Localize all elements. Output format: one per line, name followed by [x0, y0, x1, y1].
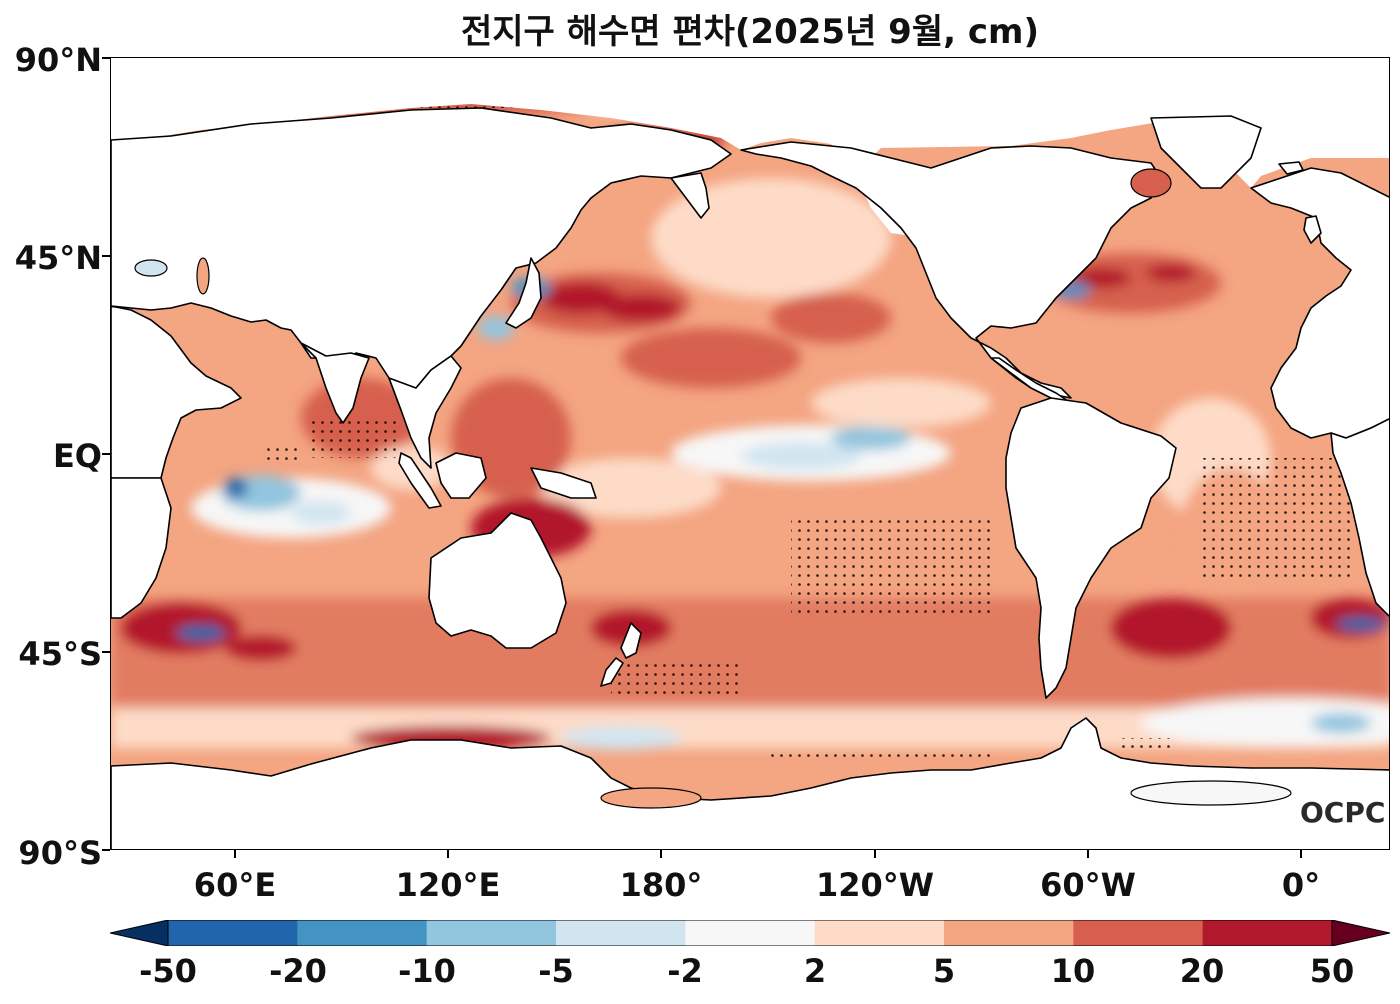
colorbar-label-neg10: -10 — [398, 952, 456, 990]
colorbar-bins — [167, 920, 1333, 946]
x-tick — [660, 850, 662, 858]
colorbar-bin — [168, 920, 298, 946]
colorbar-label-50: 50 — [1309, 952, 1355, 990]
colorbar-extend-low — [110, 920, 169, 946]
ocpc-watermark: OCPC — [1300, 796, 1386, 829]
x-label-120e: 120°E — [395, 866, 501, 904]
colorbar-bin — [297, 920, 428, 946]
colorbar-label-10: 10 — [1050, 952, 1096, 990]
colorbar-bin — [944, 920, 1074, 946]
colorbar-label-neg50: -50 — [139, 952, 197, 990]
y-tick — [102, 849, 110, 851]
colorbar-label-20: 20 — [1179, 952, 1225, 990]
colorbar-extend-high — [1331, 920, 1390, 946]
colorbar-bin — [814, 920, 945, 946]
colorbar-label-neg2: -2 — [667, 952, 703, 990]
colorbar-bin — [685, 920, 816, 946]
map-svg — [111, 58, 1389, 849]
x-label-120w: 120°W — [815, 866, 935, 904]
colorbar-label-2: 2 — [803, 952, 827, 990]
hudson-bay — [1130, 168, 1172, 198]
x-tick — [874, 850, 876, 858]
land — [111, 58, 1389, 849]
sea-level-map — [110, 57, 1390, 850]
x-tick — [234, 850, 236, 858]
colorbar-label-neg20: -20 — [269, 952, 327, 990]
y-label-90s: 90°S — [18, 834, 102, 872]
colorbar-label-5: 5 — [932, 952, 956, 990]
colorbar — [110, 920, 1390, 946]
y-label-eq: EQ — [52, 437, 102, 475]
colorbar-bin — [1202, 920, 1333, 946]
y-tick — [102, 453, 110, 455]
ross-shelf — [600, 787, 702, 809]
y-tick — [102, 57, 110, 59]
colorbar-label-neg5: -5 — [538, 952, 574, 990]
weddell-shelf — [1130, 780, 1292, 806]
y-tick — [102, 255, 110, 257]
x-tick — [1087, 850, 1089, 858]
x-tick — [1300, 850, 1302, 858]
colorbar-bin — [426, 920, 557, 946]
x-label-60e: 60°E — [193, 866, 277, 904]
x-label-180: 180° — [619, 866, 703, 904]
x-label-0: 0° — [1281, 866, 1321, 904]
caspian-sea — [196, 257, 210, 295]
colorbar-bin — [556, 920, 686, 946]
map-title: 전지구 해수면 편차(2025년 9월, cm) — [460, 12, 1039, 52]
y-label-90n: 90°N — [14, 41, 102, 79]
y-label-45s: 45°S — [18, 635, 102, 673]
y-tick — [102, 651, 110, 653]
x-label-60w: 60°W — [1040, 866, 1136, 904]
x-tick — [447, 850, 449, 858]
colorbar-bin — [1073, 920, 1204, 946]
black-sea — [134, 259, 168, 277]
y-label-45n: 45°N — [14, 239, 102, 277]
